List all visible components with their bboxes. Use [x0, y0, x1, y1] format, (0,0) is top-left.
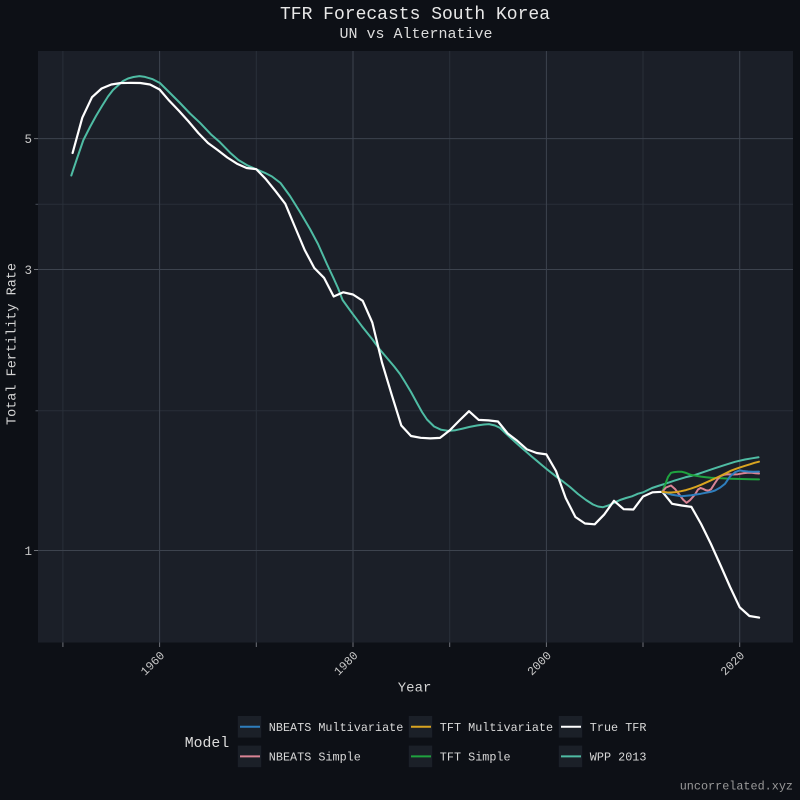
svg-text:1: 1: [24, 545, 32, 559]
svg-text:UN vs Alternative: UN vs Alternative: [339, 26, 492, 43]
svg-text:3: 3: [24, 264, 32, 278]
svg-text:Year: Year: [398, 681, 432, 697]
svg-text:uncorrelated.xyz: uncorrelated.xyz: [680, 780, 793, 794]
svg-text:WPP 2013: WPP 2013: [590, 750, 647, 764]
svg-text:TFR Forecasts South Korea: TFR Forecasts South Korea: [280, 5, 550, 25]
svg-text:True TFR: True TFR: [590, 721, 647, 735]
svg-text:TFT Simple: TFT Simple: [440, 750, 511, 764]
svg-text:5: 5: [24, 133, 32, 147]
svg-text:Model: Model: [185, 736, 230, 752]
svg-text:Total Fertility Rate: Total Fertility Rate: [6, 263, 21, 425]
svg-text:NBEATS Multivariate: NBEATS Multivariate: [269, 721, 404, 735]
svg-text:NBEATS Simple: NBEATS Simple: [269, 750, 361, 764]
svg-text:TFT Multivariate: TFT Multivariate: [440, 721, 553, 735]
